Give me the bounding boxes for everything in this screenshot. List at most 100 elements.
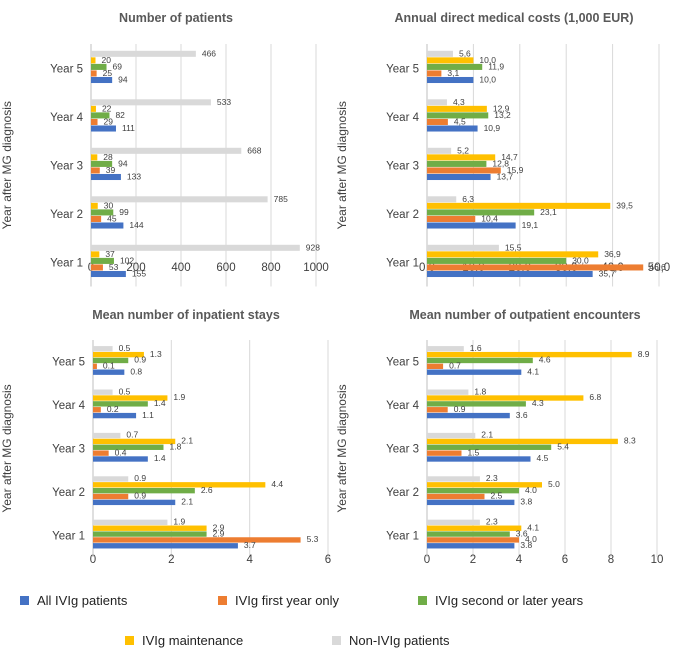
category-label: Year 2 — [386, 209, 419, 221]
data-label: 4.6 — [539, 355, 551, 365]
data-label: 13,7 — [497, 172, 514, 182]
bar — [427, 525, 522, 531]
data-label: 3.8 — [520, 540, 532, 550]
x-tick-label: 1000 — [303, 262, 329, 274]
legend-label: IVIg maintenance — [142, 633, 244, 648]
bar — [91, 50, 196, 57]
bar — [93, 351, 144, 358]
data-label: 6.8 — [589, 392, 601, 402]
data-label: 1.4 — [154, 453, 166, 463]
data-label: 2.9 — [213, 528, 225, 538]
chart-title: Mean number of inpatient stays — [92, 308, 280, 322]
bar — [427, 112, 489, 119]
bar — [427, 50, 453, 57]
bar — [427, 499, 515, 506]
data-label: 1.6 — [470, 343, 482, 353]
data-label: 8.3 — [624, 436, 636, 446]
bar — [91, 167, 100, 174]
data-label: 928 — [306, 242, 320, 252]
bar — [427, 251, 599, 258]
bar — [427, 363, 444, 370]
legend-swatch-all-ivig — [20, 596, 29, 605]
data-label: 0.5 — [119, 343, 131, 353]
bar — [427, 154, 496, 161]
bar — [427, 215, 476, 222]
data-label: 3.7 — [244, 540, 256, 550]
data-label: 11,9 — [488, 61, 504, 71]
bar — [427, 482, 542, 488]
bar — [91, 147, 242, 154]
data-label: 144 — [129, 220, 143, 230]
data-label: 0.4 — [115, 447, 127, 457]
category-label: Year 3 — [386, 444, 419, 456]
data-label: 133 — [127, 172, 141, 182]
category-label: Year 4 — [386, 112, 419, 124]
bar — [427, 444, 552, 450]
x-tick-label: 6 — [325, 554, 331, 566]
data-label: 4,5 — [454, 116, 466, 126]
data-label: 30 — [104, 200, 114, 210]
chart-panel-2: Annual direct medical costs (1,000 EUR)0… — [335, 11, 670, 287]
data-label: 1.1 — [142, 410, 154, 420]
bar — [93, 438, 176, 445]
bar — [427, 543, 515, 549]
legend-label: All IVIg patients — [37, 593, 128, 608]
data-label: 4.0 — [525, 485, 537, 495]
data-label: 2.9 — [213, 522, 225, 532]
category-label: Year 5 — [386, 357, 419, 369]
data-label: 1.9 — [173, 517, 185, 527]
data-label: 25 — [103, 68, 113, 78]
bar — [93, 363, 97, 370]
bar — [91, 76, 113, 84]
x-tick-label: 600 — [216, 262, 235, 274]
data-label: 30,0 — [572, 255, 589, 265]
category-label: Year 5 — [50, 63, 83, 75]
data-label: 1.8 — [474, 386, 486, 396]
data-label: 45 — [107, 213, 117, 223]
bar — [91, 99, 211, 106]
category-label: Year 3 — [52, 444, 85, 456]
data-label: 10,4 — [481, 213, 498, 223]
bar — [91, 173, 121, 181]
data-label: 0.9 — [454, 404, 466, 414]
data-label: 22 — [102, 103, 112, 113]
bar — [427, 401, 526, 407]
bar — [427, 70, 442, 77]
category-label: Year 1 — [50, 257, 83, 269]
bar — [427, 167, 501, 174]
bar — [93, 357, 129, 364]
bar — [427, 105, 487, 112]
data-label: 4.1 — [527, 522, 539, 532]
bar — [427, 99, 447, 106]
data-label: 13,2 — [494, 110, 511, 120]
chart-panel-3: Mean number of inpatient stays 0 2 4 6 Year a… — [0, 308, 331, 566]
bar — [93, 537, 301, 543]
bar — [91, 251, 100, 258]
x-tick-label: 0 — [90, 554, 96, 566]
bar — [91, 63, 107, 70]
data-label: 0.9 — [134, 491, 146, 501]
bar — [93, 543, 238, 549]
bar — [427, 357, 533, 364]
data-label: 46,6 — [649, 262, 666, 272]
data-label: 10,0 — [479, 75, 496, 85]
bar — [91, 270, 126, 278]
legend-label: IVIg first year only — [235, 593, 340, 608]
bar — [427, 196, 457, 203]
data-label: 533 — [217, 97, 231, 107]
category-label: Year 5 — [52, 357, 85, 369]
data-label: 5.0 — [548, 479, 560, 489]
bar — [427, 432, 476, 439]
y-axis-label: Year after MG diagnosis — [335, 101, 349, 229]
data-label: 99 — [119, 207, 129, 217]
data-label: 1.3 — [150, 349, 162, 359]
bar — [93, 369, 125, 375]
x-tick-label: 0 — [424, 554, 430, 566]
bar — [427, 173, 491, 181]
bar — [91, 196, 268, 203]
legend-label: Non-IVIg patients — [349, 633, 450, 648]
bar — [91, 105, 96, 112]
x-tick-label: 50,0 — [648, 262, 670, 274]
data-label: 0.5 — [119, 386, 131, 396]
data-label: 20 — [102, 55, 112, 65]
